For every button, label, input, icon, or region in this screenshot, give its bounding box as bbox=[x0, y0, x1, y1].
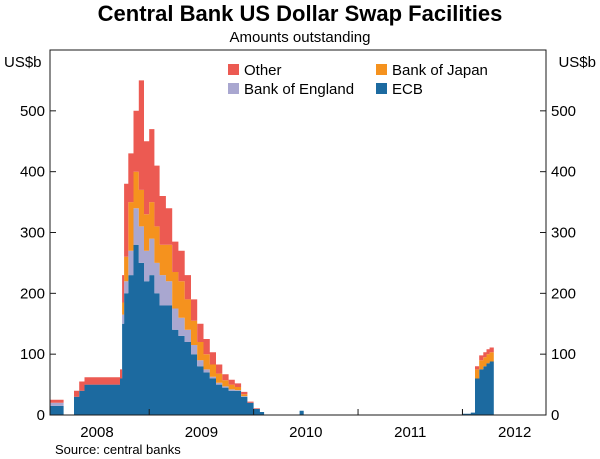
axes bbox=[49, 49, 547, 416]
legend: Other Bank of Japan Bank of England ECB bbox=[228, 62, 488, 98]
y-tick-label-left: 0 bbox=[37, 407, 45, 424]
y-axis-unit-left: US$b bbox=[4, 54, 42, 71]
legend-swatch-other bbox=[228, 64, 239, 75]
legend-label-bank-of-england: Bank of England bbox=[244, 81, 354, 98]
tick-labels: 0 0 100 100 200 200 300 300 400 400 500 500 2008 2009… bbox=[20, 103, 576, 441]
legend-swatch-bank-of-england bbox=[228, 83, 239, 94]
y-tick-label-left: 200 bbox=[20, 285, 45, 302]
chart-subtitle: Amounts outstanding bbox=[230, 29, 371, 46]
x-tick-label: 2012 bbox=[498, 424, 531, 441]
y-tick-label-right: 100 bbox=[551, 346, 576, 363]
y-tick-label-left: 500 bbox=[20, 103, 45, 120]
area-other bbox=[50, 80, 546, 416]
legend-swatch-ecb bbox=[376, 83, 387, 94]
y-tick-label-right: 500 bbox=[551, 103, 576, 120]
y-tick-label-right: 0 bbox=[551, 407, 559, 424]
area-ecb bbox=[50, 244, 546, 415]
y-tick-label-right: 200 bbox=[551, 285, 576, 302]
y-axis-unit-right: US$b bbox=[558, 54, 596, 71]
legend-label-other: Other bbox=[244, 62, 282, 79]
y-tick-label-left: 100 bbox=[20, 346, 45, 363]
x-tick-label: 2009 bbox=[185, 424, 218, 441]
y-tick-label-left: 300 bbox=[20, 225, 45, 242]
legend-swatch-bank-of-japan bbox=[376, 64, 387, 75]
x-tick-label: 2010 bbox=[289, 424, 322, 441]
y-tick-label-right: 300 bbox=[551, 225, 576, 242]
x-tick-label: 2008 bbox=[80, 424, 113, 441]
legend-label-bank-of-japan: Bank of Japan bbox=[392, 62, 488, 79]
stacked-areas bbox=[50, 80, 546, 416]
chart-title: Central Bank US Dollar Swap Facilities bbox=[98, 1, 503, 26]
legend-label-ecb: ECB bbox=[392, 81, 423, 98]
source-note: Source: central banks bbox=[55, 442, 181, 457]
y-tick-label-right: 400 bbox=[551, 164, 576, 181]
y-tick-label-left: 400 bbox=[20, 164, 45, 181]
x-tick-label: 2011 bbox=[394, 424, 426, 441]
